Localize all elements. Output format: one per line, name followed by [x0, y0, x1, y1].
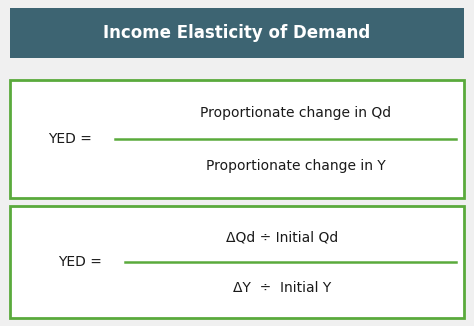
Text: ΔQd ÷ Initial Qd: ΔQd ÷ Initial Qd — [226, 230, 338, 244]
FancyBboxPatch shape — [10, 206, 464, 318]
Text: YED =: YED = — [58, 255, 102, 269]
Text: Income Elasticity of Demand: Income Elasticity of Demand — [103, 24, 371, 42]
Text: Proportionate change in Qd: Proportionate change in Qd — [201, 106, 392, 120]
Text: Proportionate change in Y: Proportionate change in Y — [206, 159, 386, 173]
FancyBboxPatch shape — [10, 80, 464, 198]
Text: YED =: YED = — [48, 132, 92, 146]
Text: ΔY  ÷  Initial Y: ΔY ÷ Initial Y — [233, 281, 331, 295]
FancyBboxPatch shape — [10, 8, 464, 58]
